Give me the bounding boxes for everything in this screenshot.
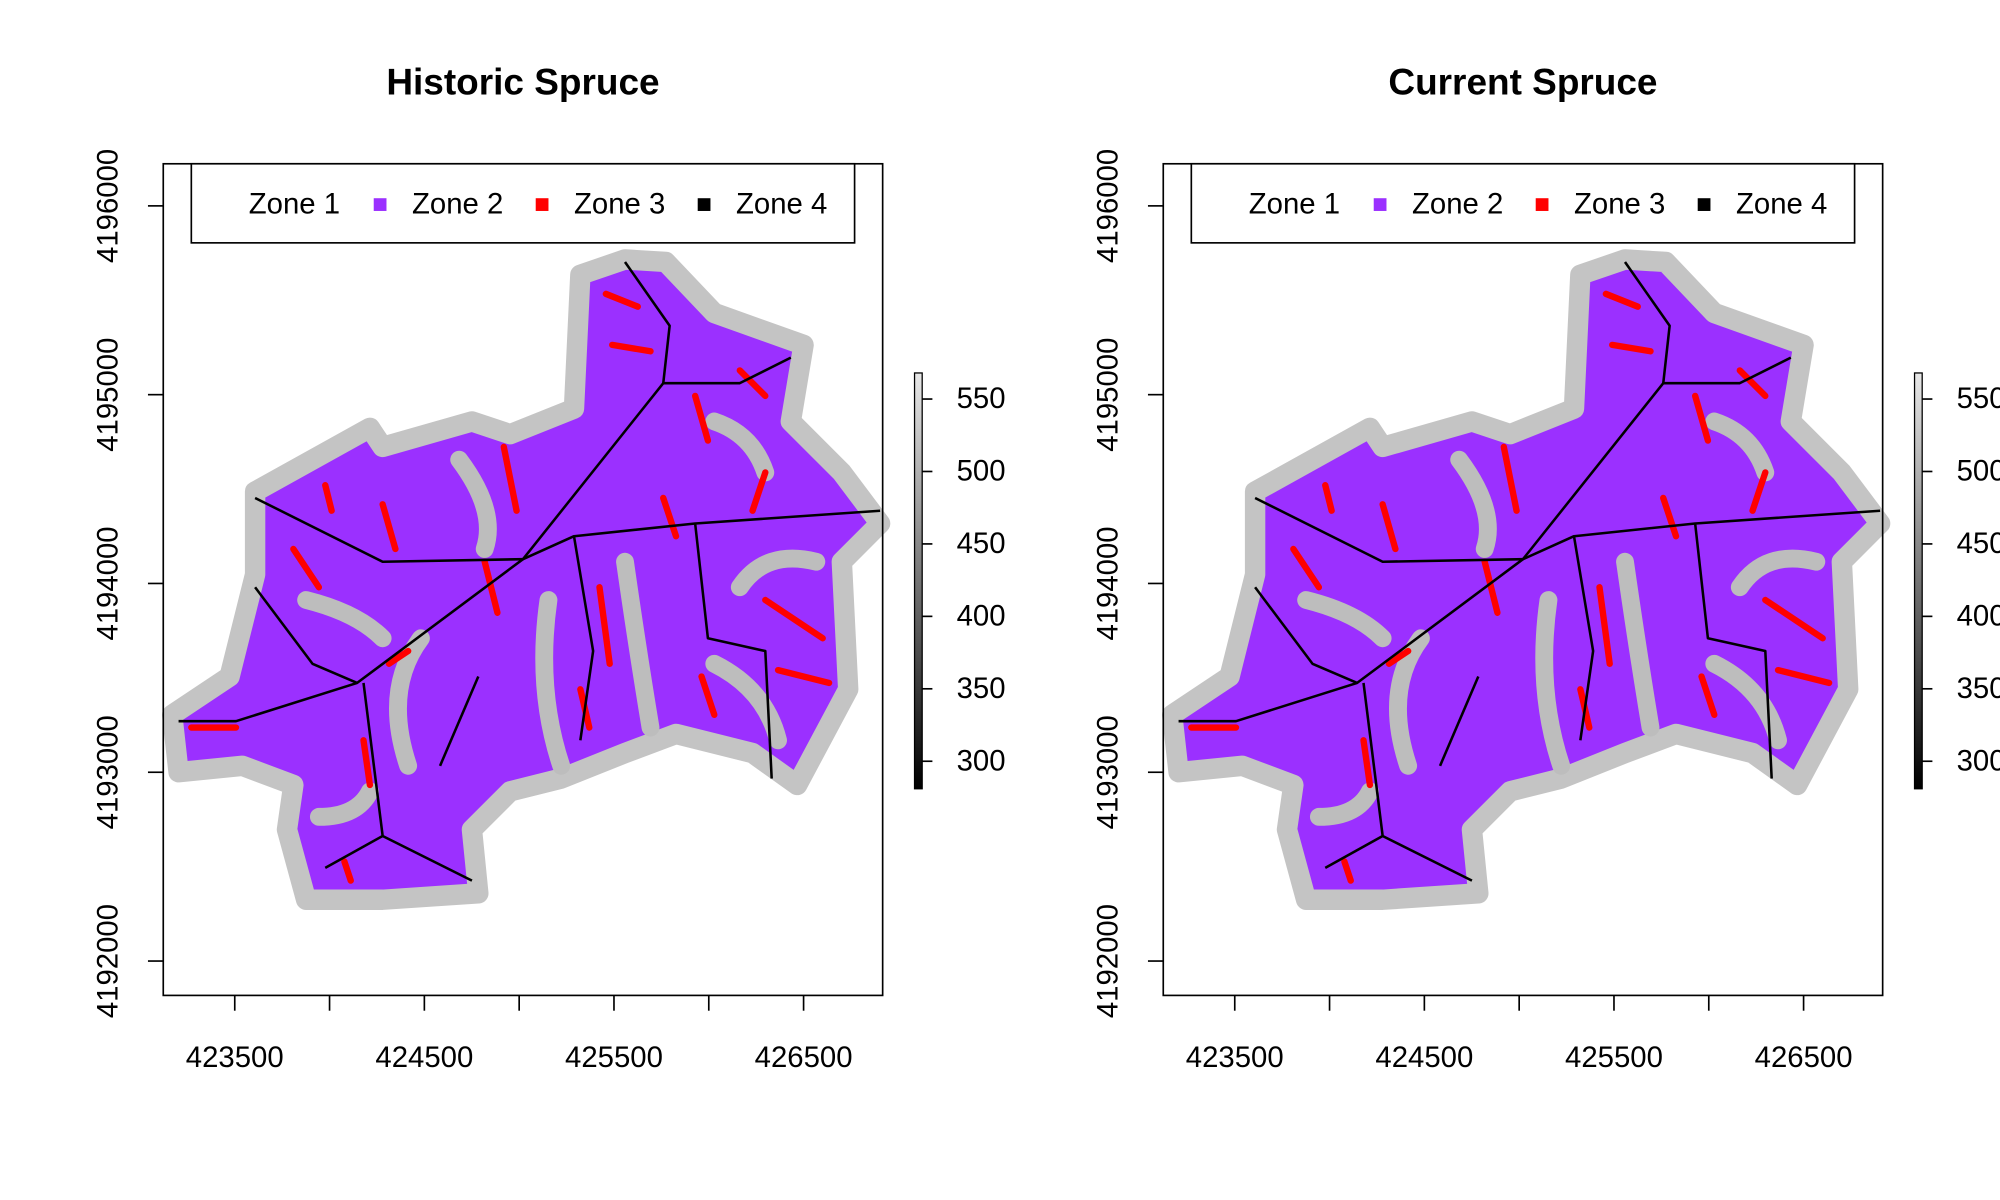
legend-label: Zone 1 — [249, 188, 340, 221]
x-tick-label: 426500 — [755, 1041, 853, 1074]
y-tick-label: 4195000 — [91, 338, 124, 452]
y-tick-label: 4192000 — [1091, 904, 1124, 1018]
x-tick-label: 426500 — [1755, 1041, 1853, 1074]
panels: Historic Spruce 423500 424500 425500 426500 4… — [91, 61, 2000, 1073]
colorbar — [1913, 372, 1923, 790]
legend-label: Zone 4 — [1736, 188, 1827, 221]
colorbar-tick-label: 400 — [1957, 599, 2000, 632]
x-tick-label: 424500 — [1375, 1041, 1473, 1074]
panel: Current Spruce 423500 424500 425500 426500 41… — [1091, 61, 2000, 1073]
legend-label: Zone 3 — [574, 188, 665, 221]
y-tick-label: 4194000 — [91, 526, 124, 640]
legend-label: Zone 4 — [736, 188, 827, 221]
x-tick-label: 425500 — [1565, 1041, 1663, 1074]
colorbar-tick-label: 450 — [1957, 527, 2000, 560]
raster-map — [1172, 259, 1880, 899]
legend-swatch — [1535, 198, 1549, 211]
raster-map — [172, 259, 880, 899]
colorbar-tick-label: 450 — [957, 527, 1006, 560]
legend-box — [1190, 162, 1856, 244]
chart-title: Current Spruce — [1388, 61, 1657, 102]
colorbar-tick-label: 550 — [1957, 382, 2000, 415]
x-tick-label: 423500 — [1186, 1041, 1284, 1074]
legend-box — [190, 162, 856, 244]
colorbar — [913, 372, 923, 790]
colorbar-tick-label: 300 — [957, 744, 1006, 777]
y-tick-label: 4193000 — [91, 715, 124, 829]
colorbar-tick-label: 400 — [957, 599, 1006, 632]
legend-label: Zone 2 — [412, 188, 503, 221]
legend-swatch — [535, 198, 549, 211]
panel: Historic Spruce 423500 424500 425500 426500 4… — [91, 61, 1005, 1073]
x-tick-label: 423500 — [186, 1041, 284, 1074]
colorbar-tick-label: 300 — [1957, 744, 2000, 777]
legend-label: Zone 2 — [1412, 188, 1503, 221]
legend-swatch — [1697, 198, 1711, 211]
y-tick-label: 4192000 — [91, 904, 124, 1018]
legend-swatch — [210, 198, 224, 211]
y-tick-label: 4195000 — [1091, 338, 1124, 452]
legend-swatch — [1210, 198, 1224, 211]
legend-swatch — [373, 198, 387, 211]
legend-label: Zone 3 — [1574, 188, 1665, 221]
colorbar-tick-label: 350 — [957, 672, 1006, 705]
y-tick-label: 4194000 — [1091, 526, 1124, 640]
chart-title: Historic Spruce — [386, 61, 659, 102]
colorbar-tick-label: 500 — [1957, 455, 2000, 488]
legend-swatch — [1373, 198, 1387, 211]
colorbar-tick-label: 550 — [957, 382, 1006, 415]
x-tick-label: 424500 — [375, 1041, 473, 1074]
y-tick-label: 4196000 — [91, 149, 124, 263]
colorbar-tick-label: 500 — [957, 455, 1006, 488]
legend-swatch — [697, 198, 711, 211]
y-tick-label: 4196000 — [1091, 149, 1124, 263]
y-tick-label: 4193000 — [1091, 715, 1124, 829]
x-tick-label: 425500 — [565, 1041, 663, 1074]
colorbar-tick-label: 350 — [1957, 672, 2000, 705]
legend-label: Zone 1 — [1249, 188, 1340, 221]
